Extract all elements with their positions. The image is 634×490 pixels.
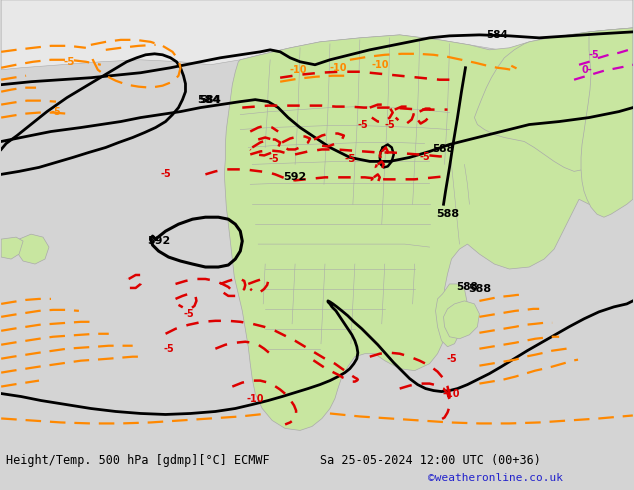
Polygon shape <box>444 301 479 339</box>
Polygon shape <box>224 28 633 430</box>
Text: 588: 588 <box>436 209 459 219</box>
Text: 592: 592 <box>283 172 307 182</box>
Polygon shape <box>474 28 633 172</box>
Text: -10: -10 <box>247 393 264 404</box>
Text: -5: -5 <box>358 120 368 129</box>
Polygon shape <box>16 234 49 264</box>
Text: -10: -10 <box>371 60 389 70</box>
Text: -5: -5 <box>384 120 395 129</box>
Text: ©weatheronline.co.uk: ©weatheronline.co.uk <box>428 473 563 483</box>
Text: -5: -5 <box>588 50 599 60</box>
Text: -5: -5 <box>419 152 430 162</box>
Text: -5: -5 <box>63 57 75 67</box>
Text: -5: -5 <box>183 309 194 319</box>
Text: -5: -5 <box>269 154 280 165</box>
Polygon shape <box>1 237 23 259</box>
Text: 588: 588 <box>468 284 491 294</box>
Text: Height/Temp. 500 hPa [gdmp][°C] ECMWF: Height/Temp. 500 hPa [gdmp][°C] ECMWF <box>6 454 269 467</box>
Polygon shape <box>1 0 633 70</box>
Text: 584: 584 <box>486 30 508 40</box>
Text: Sa 25-05-2024 12:00 UTC (00+36): Sa 25-05-2024 12:00 UTC (00+36) <box>320 454 541 467</box>
Text: -10: -10 <box>443 389 460 398</box>
Text: -5: -5 <box>446 354 457 364</box>
Text: -5: -5 <box>160 170 171 179</box>
Polygon shape <box>436 284 467 347</box>
Text: 592: 592 <box>147 236 170 246</box>
Text: -10: -10 <box>289 65 307 75</box>
Text: 584: 584 <box>200 95 221 105</box>
Text: 588: 588 <box>456 282 478 292</box>
Text: 0-: 0- <box>581 65 592 75</box>
Text: -10: -10 <box>329 63 347 73</box>
Text: -5: -5 <box>51 107 61 117</box>
Text: -5: -5 <box>163 343 174 354</box>
Text: 584: 584 <box>197 95 220 105</box>
Text: 588: 588 <box>432 145 455 154</box>
Text: -5: -5 <box>344 154 356 165</box>
Polygon shape <box>581 28 633 217</box>
